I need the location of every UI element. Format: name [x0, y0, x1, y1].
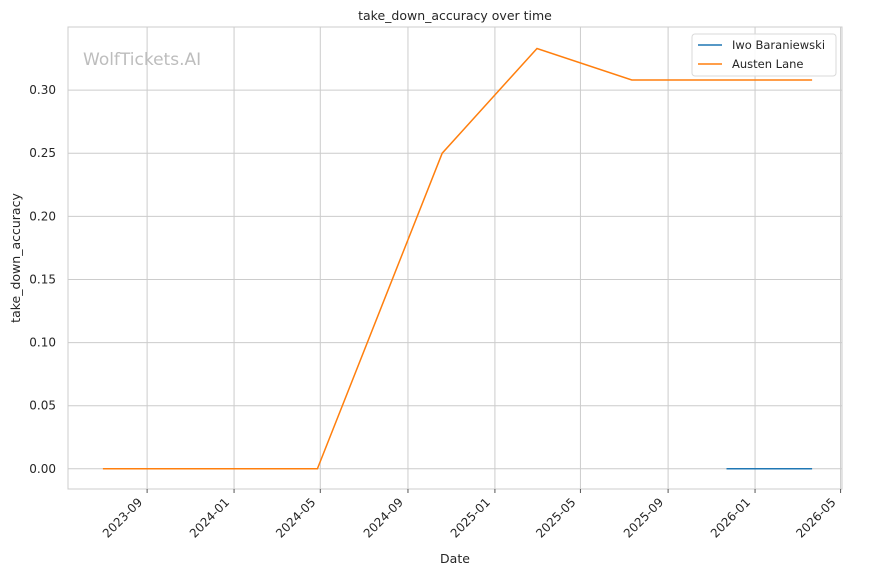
series-lines	[102, 47, 813, 470]
legend-label: Iwo Baraniewski	[732, 38, 825, 52]
x-gridlines	[146, 27, 842, 489]
y-tick-label: 0.05	[29, 399, 56, 413]
x-tick-label: 2025-09	[621, 495, 666, 540]
plot-frame	[67, 26, 843, 490]
x-tick-label: 2026-05	[793, 495, 838, 540]
y-tick-label: 0.20	[29, 209, 56, 223]
series-line-austen-lane	[102, 47, 813, 470]
x-tick-label: 2024-09	[361, 495, 406, 540]
x-tick-label: 2024-01	[187, 495, 232, 540]
watermark: WolfTickets.AI	[83, 50, 201, 70]
y-tick-label: 0.10	[29, 336, 56, 350]
y-tick-label: 0.25	[29, 146, 56, 160]
y-tick-label: 0.00	[29, 462, 56, 476]
y-tick-label: 0.15	[29, 272, 56, 286]
x-tick-label: 2024-05	[273, 495, 318, 540]
legend-box	[691, 33, 837, 77]
y-axis-title: take_down_accuracy	[8, 193, 23, 323]
y-tick-labels: 0.00 0.05 0.10 0.15 0.20 0.25 0.30	[29, 83, 56, 476]
legend: Iwo Baraniewski Austen Lane	[691, 33, 837, 77]
legend-label: Austen Lane	[732, 57, 804, 71]
chart-title: take_down_accuracy over time	[358, 8, 552, 23]
x-tick-label: 2025-05	[533, 495, 578, 540]
x-axis-title: Date	[440, 551, 470, 566]
x-tick-label: 2023-09	[100, 495, 145, 540]
x-tick-labels: 2023-09 2024-01 2024-05 2024-09 2025-01 2025-…	[100, 489, 842, 541]
x-tick-label: 2026-01	[708, 495, 753, 540]
y-gridlines	[68, 89, 842, 470]
y-tick-label: 0.30	[29, 83, 56, 97]
x-tick-label: 2025-01	[448, 495, 493, 540]
